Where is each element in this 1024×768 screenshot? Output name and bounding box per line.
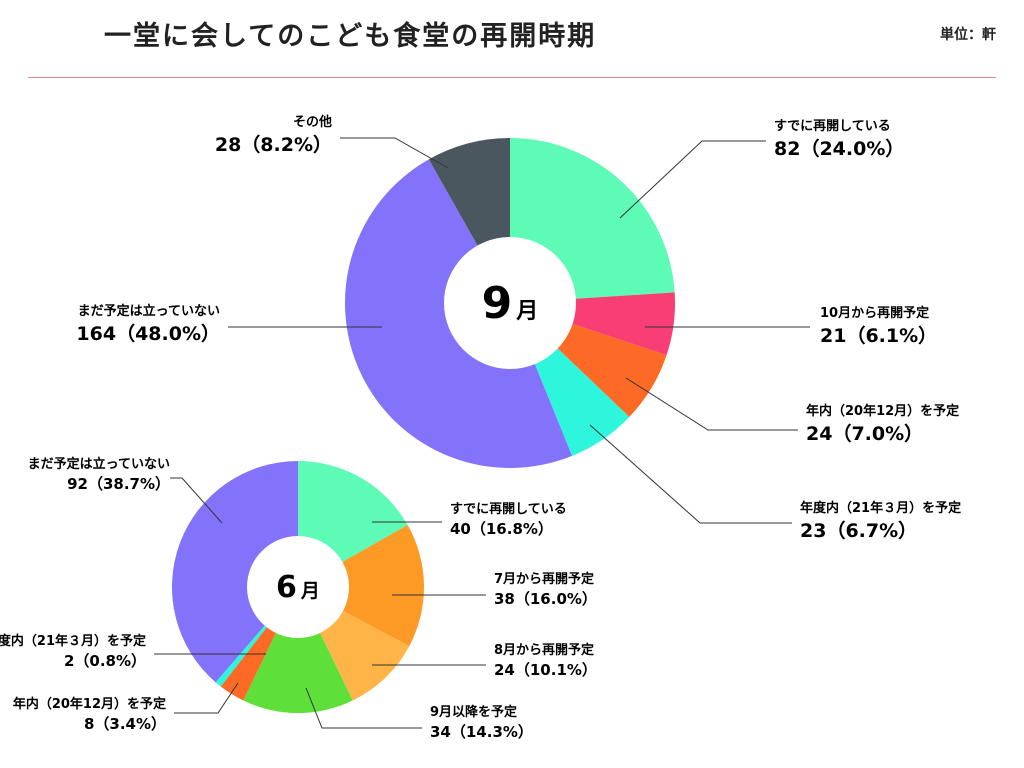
slice-label: 年内（20年12月）を予定 bbox=[806, 403, 959, 419]
slice-value-label: 82（24.0%） bbox=[774, 137, 904, 160]
pie-slice bbox=[298, 524, 425, 647]
page-title: 一堂に会してのこども食堂の再開時期 bbox=[104, 21, 597, 52]
slice-label: 年内（20年12月）を予定 bbox=[13, 696, 166, 712]
slice-value-label: 34（14.3%） bbox=[430, 723, 533, 741]
slice-label: すでに再開している bbox=[774, 119, 891, 134]
slice-value-label: 38（16.0%） bbox=[494, 590, 597, 608]
slice-label: 年度内（21年３月）を予定 bbox=[0, 633, 146, 649]
slice-value-label: 40（16.8%） bbox=[450, 520, 553, 538]
slice-value-label: 164（48.0%） bbox=[76, 322, 220, 345]
donut-hole bbox=[247, 536, 349, 638]
center-label-number: 6 bbox=[276, 570, 297, 605]
donut-hole bbox=[444, 237, 576, 369]
slice-label: まだ予定は立っていない bbox=[78, 303, 220, 319]
center-label-unit: 月 bbox=[300, 580, 320, 602]
slice-value-label: 24（7.0%） bbox=[806, 422, 923, 445]
slice-label: 10月から再開予定 bbox=[820, 305, 929, 321]
slice-value-label: 21（6.1%） bbox=[820, 324, 937, 347]
leader-line bbox=[340, 137, 449, 169]
unit-label: 単位：軒 bbox=[940, 27, 996, 43]
pie-slice bbox=[243, 587, 353, 713]
slice-label: まだ予定は立っていない bbox=[28, 456, 170, 472]
center-label-unit: 月 bbox=[515, 299, 538, 324]
leader-line bbox=[619, 140, 766, 219]
donut-chart-1: 9 月すでに再開している82（24.0%）10月から再開予定21（6.1%）年内（… bbox=[76, 114, 961, 542]
slice-value-label: 92（38.7%） bbox=[67, 475, 170, 493]
slice-label: 年度内（21年３月）を予定 bbox=[800, 500, 961, 516]
leader-line bbox=[170, 477, 223, 524]
slice-value-label: 23（6.7%） bbox=[800, 519, 917, 542]
pie-slice bbox=[172, 461, 298, 683]
slice-label: 8月から再開予定 bbox=[494, 642, 594, 658]
slice-value-label: 28（8.2%） bbox=[215, 133, 332, 156]
donut-chart-2: 6 月 すでに再開している 40（16.8%） 7月から再開予定 38（16.0%） 8月か… bbox=[0, 456, 597, 741]
slice-label: すでに再開している bbox=[450, 502, 567, 517]
leader-line bbox=[305, 687, 422, 729]
slice-value-label: 2（0.8%） bbox=[64, 652, 146, 670]
leader-line bbox=[174, 682, 239, 714]
title-divider bbox=[28, 77, 996, 78]
slice-label: 7月から再開予定 bbox=[494, 571, 594, 587]
center-label-number: 9 bbox=[482, 278, 513, 329]
slice-label: その他 bbox=[293, 114, 332, 130]
leader-line bbox=[625, 377, 798, 431]
slice-value-label: 24（10.1%） bbox=[494, 661, 597, 679]
slice-value-label: 8（3.4%） bbox=[84, 715, 166, 733]
slice-label: 9月以降を予定 bbox=[430, 704, 517, 720]
leader-line bbox=[589, 424, 792, 524]
